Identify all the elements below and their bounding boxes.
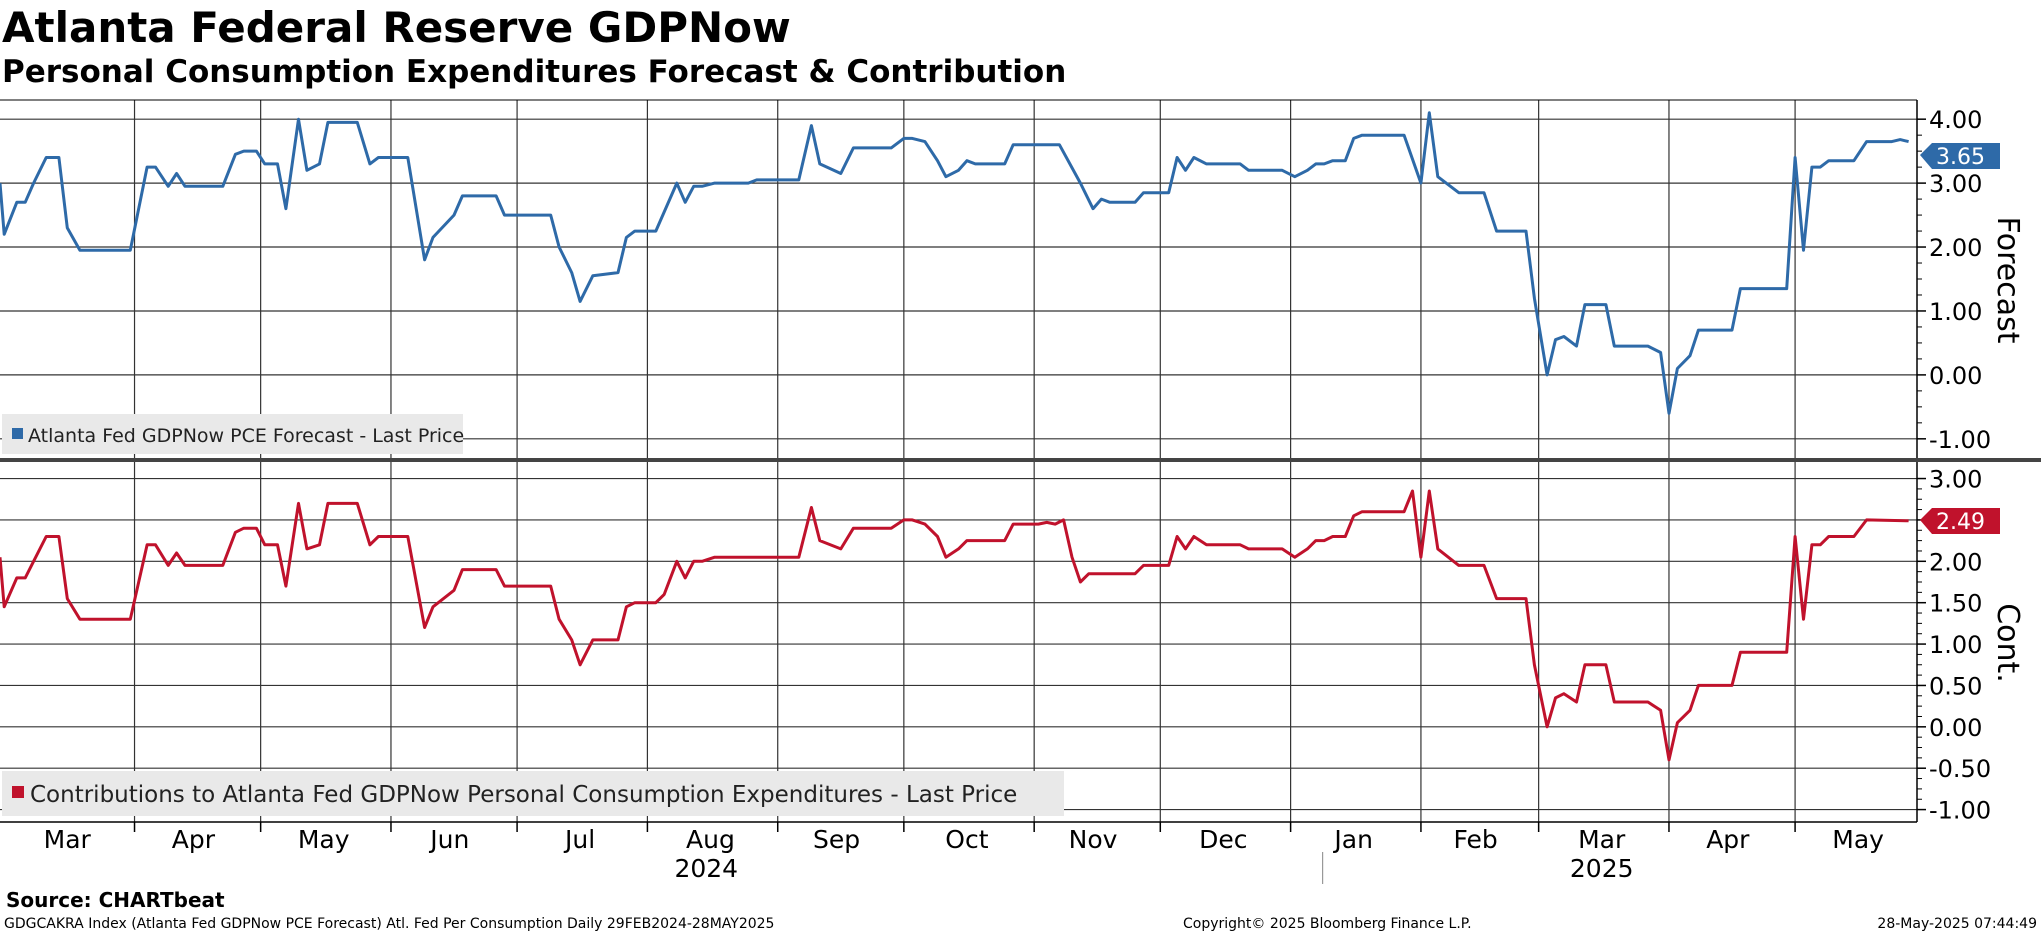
top-y-tick-label: 3.00	[1929, 170, 1982, 198]
x-tick-label: Mar	[1578, 825, 1626, 854]
x-tick-label: Aug	[686, 825, 735, 854]
series-description: GDGCAKRA Index (Atlanta Fed GDPNow PCE F…	[4, 916, 775, 932]
top-legend-label: Atlanta Fed GDPNow PCE Forecast - Last P…	[28, 425, 464, 447]
bottom-y-tick-label: 1.00	[1929, 631, 1982, 659]
top-y-tick-label: 0.00	[1929, 362, 1982, 390]
x-axis: Mar Apr May Jun Jul Aug Sep Oct Nov Dec Jan Feb Mar A…	[44, 822, 1884, 884]
bottom-y-tick-label: 0.00	[1929, 714, 1982, 742]
x-tick-label: Nov	[1069, 825, 1118, 854]
bottom-y-tick-label: -0.50	[1929, 755, 1991, 783]
top-y-tick-label: -1.00	[1929, 426, 1991, 454]
contribution-series	[0, 489, 1909, 762]
timestamp: 28-May-2025 07:44:49	[1877, 916, 2037, 932]
last-value-marker-top: 3.65	[1920, 143, 2000, 170]
x-tick-label: Sep	[813, 825, 860, 854]
x-tick-label: Dec	[1199, 825, 1247, 854]
top-legend-background	[2, 414, 463, 454]
top-legend-swatch	[12, 428, 23, 439]
bottom-y-tick-label: -1.00	[1929, 797, 1991, 825]
bottom-series-line	[0, 489, 1909, 762]
x-tick-label: May	[298, 825, 350, 854]
bottom-y-tick-label: 1.50	[1929, 590, 1982, 618]
last-value-label-top: 3.65	[1936, 145, 1985, 170]
top-series-line	[0, 111, 1909, 415]
copyright-note: Copyright© 2025 Bloomberg Finance L.P.	[1183, 916, 1472, 932]
bottom-y-tick-label: 2.00	[1929, 548, 1982, 576]
x-tick-label: May	[1832, 825, 1884, 854]
x-tick-label: Oct	[945, 825, 988, 854]
x-year-label: 2024	[674, 854, 738, 883]
x-tick-label: Jun	[428, 825, 469, 854]
top-legend: Atlanta Fed GDPNow PCE Forecast - Last P…	[2, 414, 464, 454]
bottom-y-tick-label: 0.50	[1929, 672, 1982, 700]
x-tick-label: Jan	[1332, 825, 1373, 854]
chart-subtitle: Personal Consumption Expenditures Foreca…	[2, 54, 1067, 90]
x-tick-label: Mar	[44, 825, 92, 854]
bottom-y-axis-title: Cont.	[1990, 603, 2025, 683]
x-tick-label: Apr	[172, 825, 216, 854]
x-tick-label: Feb	[1453, 825, 1497, 854]
top-y-tick-label: 1.00	[1929, 298, 1982, 326]
x-tick-label: Jul	[563, 825, 595, 854]
last-value-label-bottom: 2.49	[1936, 510, 1985, 535]
panel-frame	[0, 99, 2041, 823]
x-tick-label: Apr	[1706, 825, 1750, 854]
source-note: Source: CHARTbeat	[6, 888, 225, 912]
bottom-legend: Contributions to Atlanta Fed GDPNow Pers…	[2, 771, 1064, 816]
chart-title: Atlanta Federal Reserve GDPNow	[2, 3, 791, 52]
bottom-legend-swatch	[12, 786, 24, 798]
bottom-panel-grid: 3.002.502.001.501.000.500.00-0.50-1.00	[0, 462, 1991, 825]
forecast-series	[0, 111, 1909, 415]
bottom-legend-label: Contributions to Atlanta Fed GDPNow Pers…	[30, 782, 1017, 808]
top-panel-grid: 4.00 3.00 2.00 1.00 0.00 -1.00	[0, 100, 1991, 458]
bottom-y-tick-label: 3.00	[1929, 466, 1982, 494]
top-y-tick-label: 4.00	[1929, 106, 1982, 134]
bottom-legend-background	[2, 771, 1064, 816]
last-value-marker-bottom: 2.49	[1920, 508, 2000, 535]
last-value-tag-bottom	[1920, 508, 2000, 534]
top-y-tick-label: 2.00	[1929, 234, 1982, 262]
top-y-axis-title: Forecast	[1990, 217, 2025, 344]
x-year-label: 2025	[1570, 854, 1634, 883]
last-value-tag-top	[1920, 143, 2000, 169]
